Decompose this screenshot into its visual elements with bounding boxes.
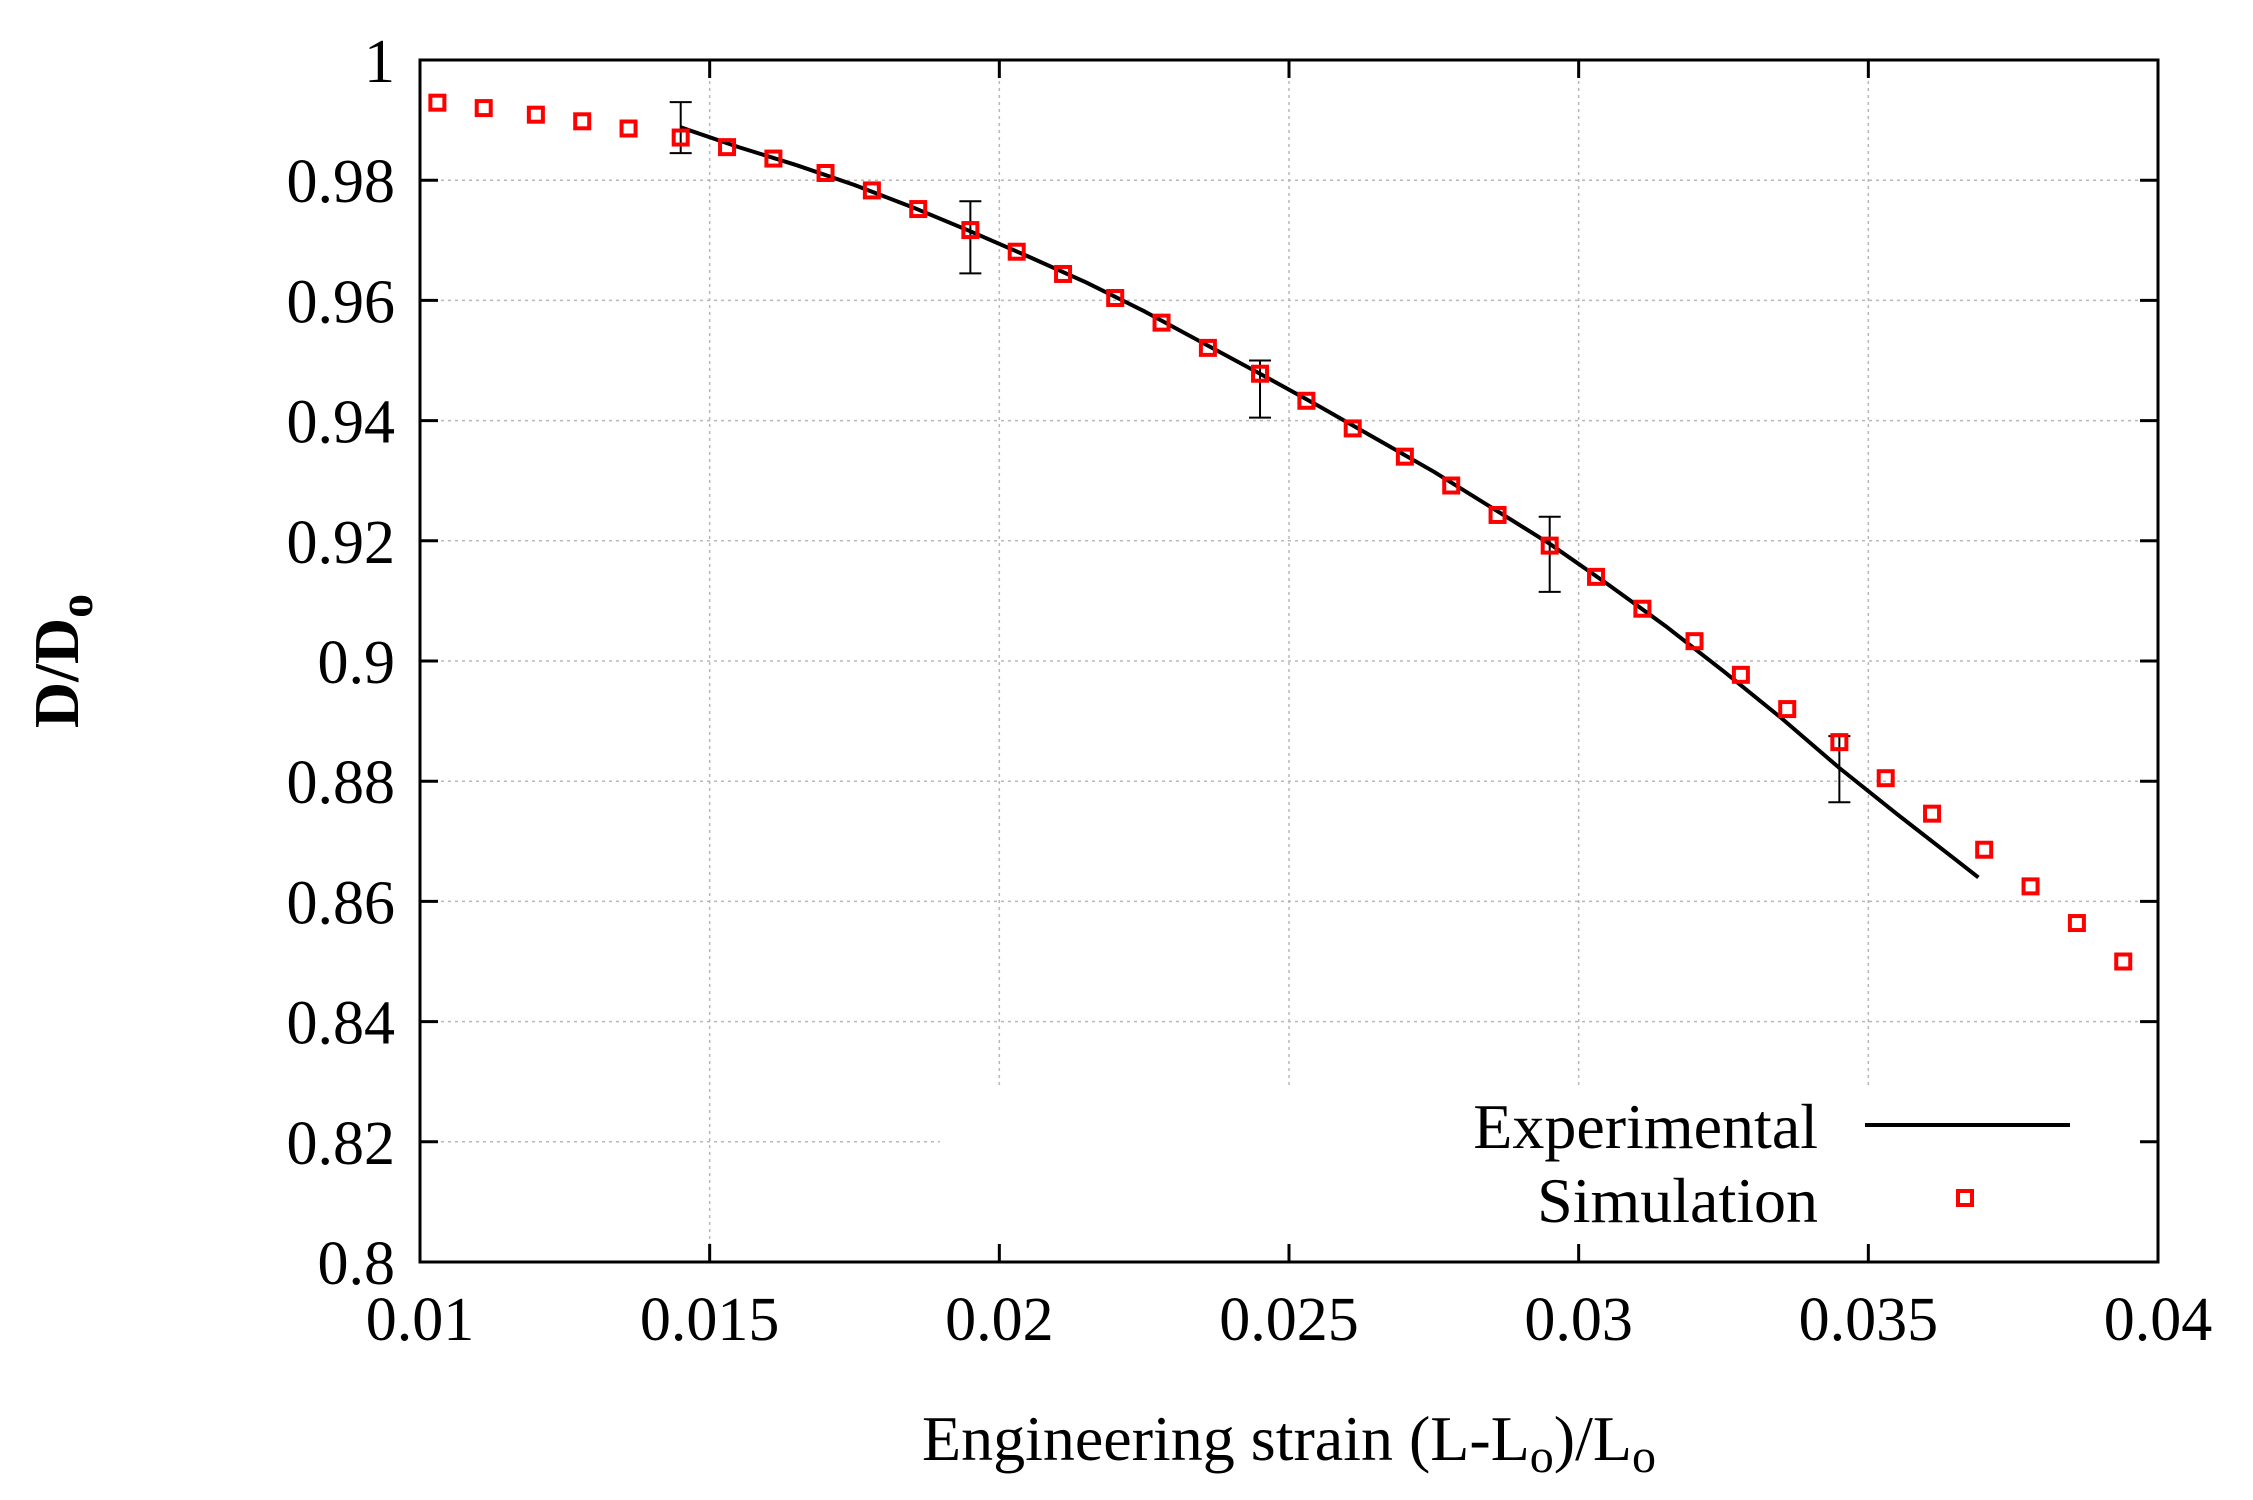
- experimental-error-bar: [1249, 359, 1272, 419]
- y-axis-label-main: D/D: [21, 618, 92, 728]
- simulation-point: [1488, 505, 1507, 524]
- simulation-point: [573, 112, 592, 131]
- x-tick-label: 0.015: [640, 1286, 780, 1354]
- legend-label-experimental: Experimental: [1473, 1091, 1818, 1162]
- x-axis-label-mid: )/L: [1554, 1403, 1632, 1474]
- simulation-point: [1587, 567, 1606, 586]
- legend-swatch-simulation: [1956, 1189, 1974, 1207]
- series-layer: [428, 93, 2133, 971]
- y-tick-label: 0.84: [287, 990, 396, 1058]
- simulation-point: [1975, 840, 1994, 859]
- simulation-point: [1442, 476, 1461, 495]
- simulation-point: [816, 163, 835, 182]
- simulation-point: [1923, 804, 1942, 823]
- simulation-point: [2067, 914, 2086, 933]
- y-tick-label: 0.8: [318, 1230, 396, 1298]
- y-axis-label: D/Do: [21, 594, 103, 728]
- simulation-point: [718, 138, 737, 157]
- x-tick-label: 0.01: [366, 1286, 475, 1354]
- x-tick-label: 0.02: [945, 1286, 1054, 1354]
- x-axis-label-sub: o: [1530, 1430, 1554, 1483]
- simulation-point: [619, 119, 638, 138]
- y-tick-label: 0.94: [287, 389, 396, 457]
- simulation-point: [1198, 338, 1217, 357]
- simulation-point: [2114, 952, 2133, 971]
- y-tick-label: 0.96: [287, 268, 396, 336]
- legend-entry-experimental: Experimental: [1473, 1091, 2070, 1162]
- simulation-point: [1251, 364, 1270, 383]
- y-tick-label: 0.86: [287, 869, 396, 937]
- simulation-point: [1876, 769, 1895, 788]
- grid: [420, 60, 2158, 1262]
- legend: Experimental Simulation: [1473, 1091, 2070, 1236]
- legend-label-simulation: Simulation: [1537, 1165, 1818, 1236]
- simulation-point: [909, 200, 928, 219]
- x-tick-label: 0.035: [1799, 1286, 1939, 1354]
- y-axis-label-sub: o: [50, 594, 103, 618]
- x-tick-label: 0.025: [1219, 1286, 1359, 1354]
- simulation-point: [1731, 665, 1750, 684]
- x-axis-label-sub2: o: [1632, 1430, 1656, 1483]
- simulation-point: [862, 181, 881, 200]
- simulation-point: [1778, 700, 1797, 719]
- simulation-point: [2021, 877, 2040, 896]
- simulation-point: [1343, 419, 1362, 438]
- simulation-point: [961, 221, 980, 240]
- x-axis-label-main: Engineering strain (L-L: [922, 1403, 1530, 1474]
- simulation-point: [428, 93, 447, 112]
- y-tick-label: 0.98: [287, 148, 396, 216]
- ticks: 0.01 0.015 0.02 0.025 0.03 0.035 0.04 0.8 0.82 0.…: [287, 28, 2213, 1354]
- simulation-point: [671, 128, 690, 147]
- simulation-point: [1297, 391, 1316, 410]
- legend-background: [940, 1085, 2155, 1257]
- y-tick-label: 1: [364, 28, 395, 96]
- simulation-point: [1152, 313, 1171, 332]
- simulation-point: [474, 99, 493, 118]
- y-tick-label: 0.9: [318, 629, 396, 697]
- x-tick-label: 0.03: [1524, 1286, 1633, 1354]
- legend-entry-simulation: Simulation: [1537, 1165, 1974, 1236]
- x-axis-label: Engineering strain (L-Lo)/Lo: [922, 1403, 1656, 1483]
- simulation-point: [1685, 632, 1704, 651]
- experimental-line: [680, 125, 1980, 879]
- simulation-point: [526, 105, 545, 124]
- y-tick-label: 0.88: [287, 749, 396, 817]
- simulation-point: [764, 149, 783, 168]
- y-tick-label: 0.82: [287, 1110, 396, 1178]
- simulation-point: [1540, 536, 1559, 555]
- simulation-point: [1007, 242, 1026, 261]
- simulation-point: [1395, 447, 1414, 466]
- simulation-point: [1633, 599, 1652, 618]
- simulation-point: [1830, 733, 1849, 752]
- simulation-point: [1106, 288, 1125, 307]
- x-tick-label: 0.04: [2104, 1286, 2213, 1354]
- y-tick-label: 0.92: [287, 509, 396, 577]
- simulation-point: [1054, 264, 1073, 283]
